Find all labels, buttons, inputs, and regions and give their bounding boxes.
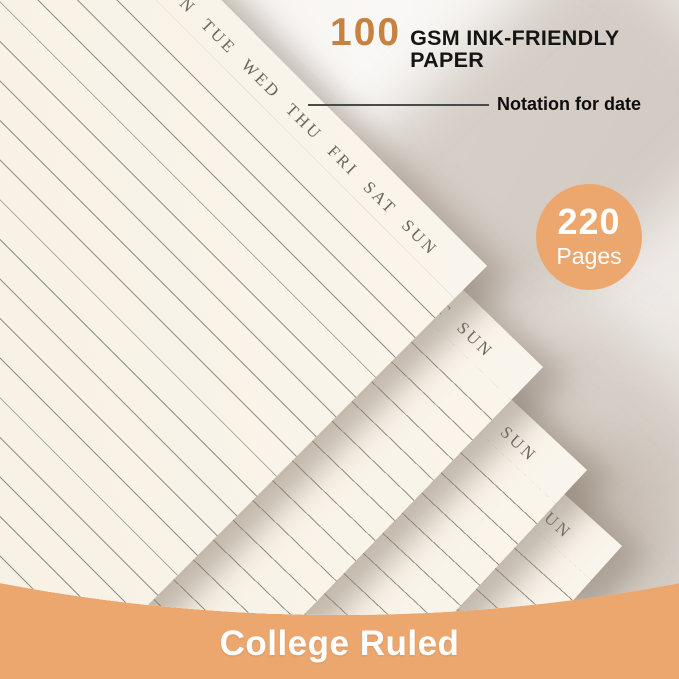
notation-label: Notation for date [497, 94, 641, 114]
pages-badge: 220 Pages [536, 184, 642, 290]
headline-gsm-number: 100 [330, 11, 402, 54]
headline: 100 GSM INK-FRIENDLY PAPER [330, 13, 679, 71]
pages-badge-count: 220 [557, 200, 621, 242]
date-notation-callout: Notation for date [308, 94, 641, 115]
pages-badge-unit: Pages [556, 242, 622, 269]
headline-text: GSM INK-FRIENDLY PAPER [410, 26, 620, 72]
ruling-banner-label: College Ruled [219, 624, 460, 663]
notation-pointer-line [308, 103, 489, 106]
